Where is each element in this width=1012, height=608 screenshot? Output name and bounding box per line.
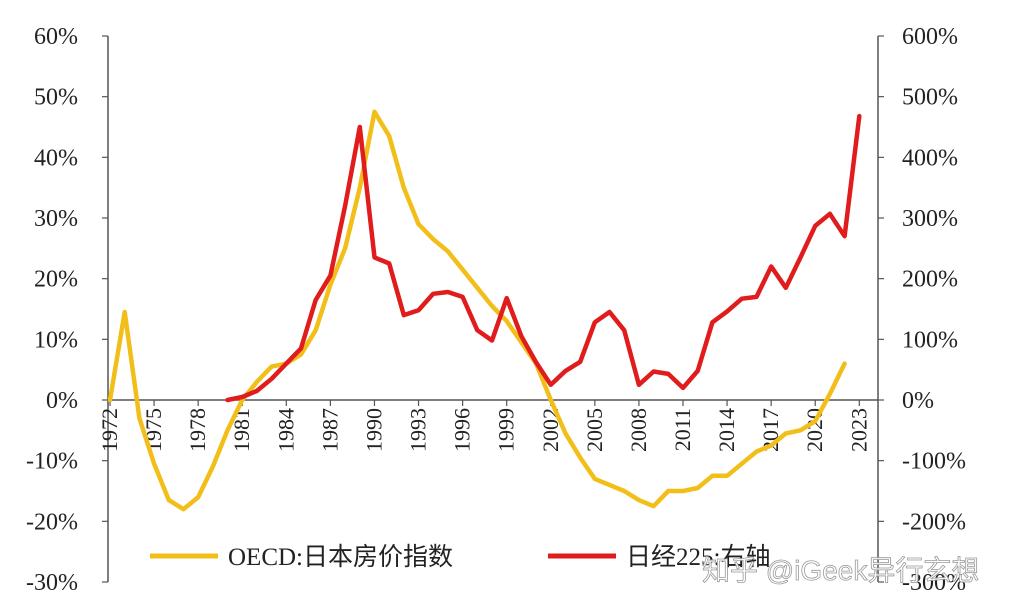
x-tick-label: 2011 [670, 408, 695, 451]
left-tick-label: 60% [34, 24, 78, 50]
left-tick-label: -10% [26, 449, 78, 475]
watermark: 知乎 @iGeek异行玄想 [702, 555, 979, 586]
left-tick-label: -30% [26, 570, 78, 596]
x-tick-label: 2020 [802, 408, 827, 452]
x-tick-label: 1972 [97, 408, 122, 452]
series-line-oecd-house-price [107, 109, 847, 512]
x-tick-label: 1990 [361, 408, 386, 452]
right-tick-label: -100% [902, 449, 966, 475]
left-tick-label: 40% [34, 145, 78, 171]
right-tick-label: 300% [902, 206, 958, 232]
right-tick-label: -200% [902, 509, 966, 535]
x-tick-label: 1993 [406, 408, 431, 452]
x-tick-label: 1978 [185, 408, 210, 452]
left-tick-label: 50% [34, 85, 78, 111]
right-tick-label: 200% [902, 267, 958, 293]
x-tick-label: 1984 [273, 408, 298, 452]
left-tick-label: 30% [34, 206, 78, 232]
right-tick-label: -300% [902, 570, 966, 596]
x-tick-label: 1999 [494, 408, 519, 452]
left-tick-label: -20% [26, 509, 78, 535]
right-tick-label: 0% [902, 388, 934, 414]
x-tick-label: 2014 [714, 408, 739, 452]
legend-label: 日经225:右轴 [626, 543, 770, 571]
left-tick-label: 10% [34, 327, 78, 353]
legend: OECD:日本房价指数 日经225:右轴 [150, 543, 770, 571]
left-tick-label: 20% [34, 267, 78, 293]
series-line-nikkei225 [225, 113, 862, 403]
x-tick-label: 2008 [626, 408, 651, 452]
x-tick-label: 2023 [846, 408, 871, 452]
axes: 60% 50% 40% 30% 20% 10% 0% -10% -20% -30% 600% 500%… [26, 24, 966, 596]
right-tick-label: 600% [902, 24, 958, 50]
left-tick-label: 0% [46, 388, 78, 414]
series-layer [107, 109, 862, 512]
x-tick-label: 1987 [317, 408, 342, 452]
x-tick-label: 1996 [450, 408, 475, 452]
right-tick-label: 500% [902, 85, 958, 111]
x-tick-label: 2005 [582, 408, 607, 452]
legend-label: OECD:日本房价指数 [228, 543, 453, 571]
right-tick-label: 100% [902, 327, 958, 353]
right-tick-label: 400% [902, 145, 958, 171]
